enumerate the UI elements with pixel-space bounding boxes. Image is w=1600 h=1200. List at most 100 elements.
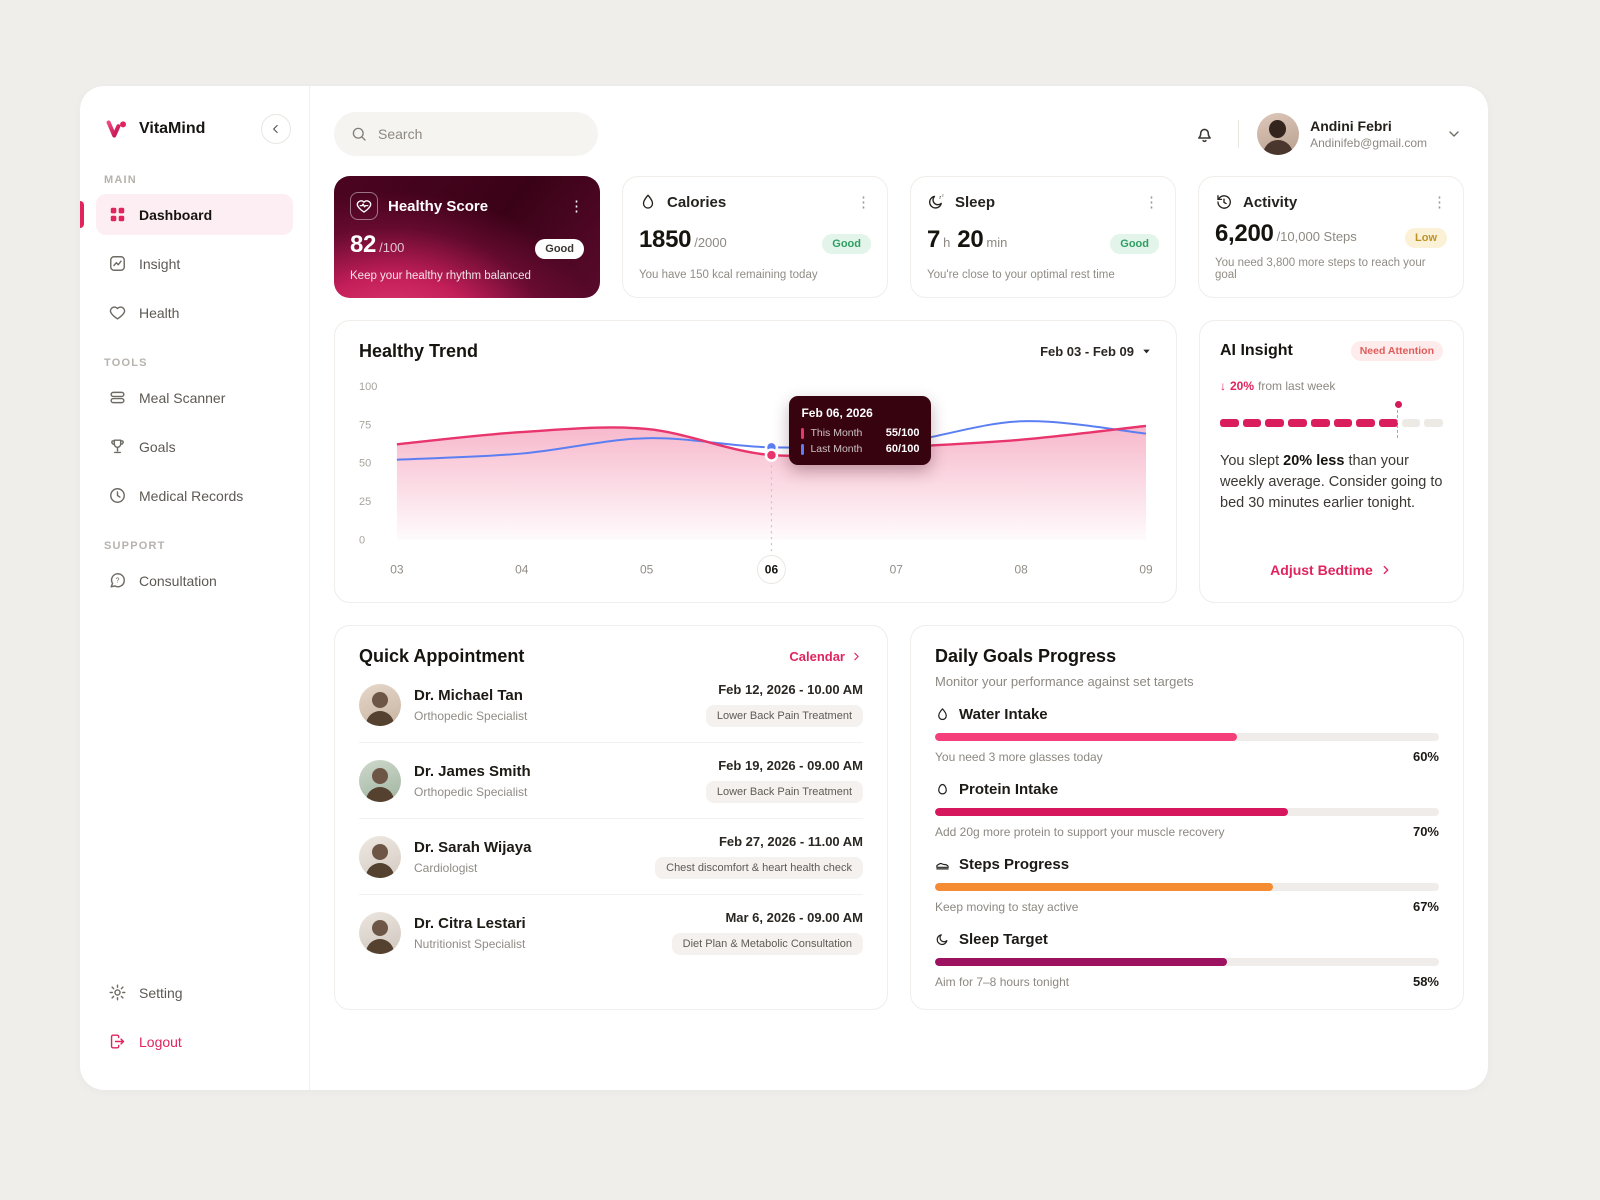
strip-dash [1220,419,1239,427]
sleep-trend-strip [1220,401,1444,439]
strip-dash [1378,419,1398,427]
goal-item-protein: Protein Intake Add 20g more protein to s… [935,781,1439,839]
protein-icon [935,782,950,797]
appointment-datetime: Feb 12, 2026 - 10.00 AM [718,682,863,698]
card-menu-button[interactable]: ⋮ [1432,193,1447,211]
healthy-trend-chart[interactable]: 100 75 50 25 0 03 04 05 06 07 08 09 Feb 06, 2026 Th… [359,374,1152,588]
doctor-name: Dr. Citra Lestari [414,914,526,932]
doctor-avatar [359,835,401,878]
card-menu-button[interactable]: ⋮ [569,197,584,215]
strip-dash [1265,419,1285,427]
appointment-row[interactable]: Dr. Sarah Wijaya Cardiologist Feb 27, 20… [359,819,863,896]
sidebar-item-goals[interactable]: Goals [96,426,293,467]
user-email: Andinifeb@gmail.com [1310,136,1427,150]
progress-track [935,883,1439,892]
svg-text:50: 50 [359,458,371,470]
marker-dot [1394,401,1402,408]
date-range-selector[interactable]: Feb 03 - Feb 09 [1040,344,1152,359]
app-window: VitaMind MAIN Dashboard Insight Hea [80,86,1488,1090]
doctor-avatar [359,911,401,954]
sidebar-item-insight[interactable]: Insight [96,243,293,284]
sidebar-item-dashboard[interactable]: Dashboard [80,194,293,235]
marker-dashed-line [1397,410,1399,438]
app-title: VitaMind [139,120,206,137]
trend-title: Healthy Trend [359,341,479,361]
appointments-title: Quick Appointment [359,646,525,667]
stat-suffix: /2000 [694,235,727,250]
goal-percent: 70% [1412,824,1439,840]
delta-caption: from last week [1258,379,1336,393]
svg-text:05: 05 [640,562,654,576]
user-menu[interactable]: Andini Febri Andinifeb@gmail.com [1257,113,1462,155]
sidebar-item-medical-records[interactable]: Medical Records [96,475,293,516]
adjust-bedtime-button[interactable]: Adjust Bedtime [1220,554,1443,582]
user-name: Andini Febri [1310,118,1392,134]
appointment-tag: Lower Back Pain Treatment [705,705,863,728]
strip-dash [1310,419,1330,427]
content-area: Andini Febri Andinifeb@gmail.com [310,86,1488,1090]
calories-card: Calories ⋮ 1850 /2000 Good You have 150 … [622,176,888,298]
card-menu-button[interactable]: ⋮ [1144,193,1159,211]
appointment-row[interactable]: Dr. Michael Tan Orthopedic Specialist Fe… [359,667,863,744]
stat-title: Healthy Score [388,197,489,215]
adjust-bedtime-label: Adjust Bedtime [1270,562,1373,579]
doctor-name: Dr. Michael Tan [414,686,523,704]
search-input[interactable] [378,126,582,142]
doctor-specialty: Orthopedic Specialist [414,784,528,799]
appointment-tag: Lower Back Pain Treatment [705,781,863,804]
stats-row: Healthy Score ⋮ 82 /100 Good Keep your h… [334,176,1464,298]
progress-fill [935,883,1273,892]
date-range-label: Feb 03 - Feb 09 [1040,344,1134,359]
svg-text:04: 04 [515,562,529,576]
goal-helper: Keep moving to stay active [935,899,1079,914]
appointment-tag: Diet Plan & Metabolic Consultation [671,933,863,956]
search-box[interactable] [334,112,598,156]
goal-helper: You need 3 more glasses today [935,749,1103,764]
stat-title: Calories [667,193,727,211]
sidebar-item-setting[interactable]: Setting [96,972,293,1013]
stat-unit-hours: h [943,235,951,250]
strip-dash [1424,419,1444,427]
bell-icon [1194,124,1215,145]
strip-dashes [1220,419,1444,427]
strip-dash [1288,419,1307,427]
doctor-specialty: Nutritionist Specialist [414,936,526,951]
status-badge: Good [535,239,584,259]
vitamind-logo-icon [104,117,130,141]
progress-track [935,808,1439,817]
goal-label: Sleep Target [959,931,1048,949]
sidebar-item-label: Consultation [139,572,217,589]
appointment-row[interactable]: Dr. Citra Lestari Nutritionist Specialis… [359,895,863,970]
stat-unit-minutes: min [986,235,1008,250]
sidebar-item-logout[interactable]: Logout [96,1021,293,1062]
stat-title: Sleep [955,193,996,211]
arrow-down-icon: ↓ [1220,379,1226,393]
strip-dash [1356,419,1375,427]
svg-text:06: 06 [765,562,779,576]
doctor-avatar [359,759,401,802]
sidebar: VitaMind MAIN Dashboard Insight Hea [80,86,310,1090]
need-attention-badge: Need Attention [1350,341,1443,361]
card-menu-button[interactable]: ⋮ [856,193,871,211]
sidebar-item-label: Insight [139,255,181,272]
strip-dash [1401,419,1421,427]
stat-title: Activity [1243,193,1298,211]
appointment-row[interactable]: Dr. James Smith Orthopedic Specialist Fe… [359,743,863,820]
appointment-tag: Chest discomfort & heart health check [655,857,863,880]
calendar-label: Calendar [789,649,845,665]
sidebar-item-consultation[interactable]: ? Consultation [96,560,293,601]
svg-text:100: 100 [359,381,377,393]
calendar-link[interactable]: Calendar [789,649,863,664]
goal-percent: 60% [1412,749,1439,765]
status-badge: Low [1405,228,1447,248]
chevron-left-icon [269,122,283,136]
sidebar-collapse-button[interactable] [261,114,291,144]
sidebar-header: VitaMind [80,86,309,158]
notifications-button[interactable] [1184,114,1224,154]
goal-label: Protein Intake [959,781,1059,799]
sidebar-item-label: Logout [139,1033,182,1050]
sidebar-item-label: Health [139,304,180,321]
sidebar-item-meal-scanner[interactable]: Meal Scanner [96,377,293,418]
search-icon [350,125,368,143]
sidebar-item-health[interactable]: Health [96,292,293,333]
